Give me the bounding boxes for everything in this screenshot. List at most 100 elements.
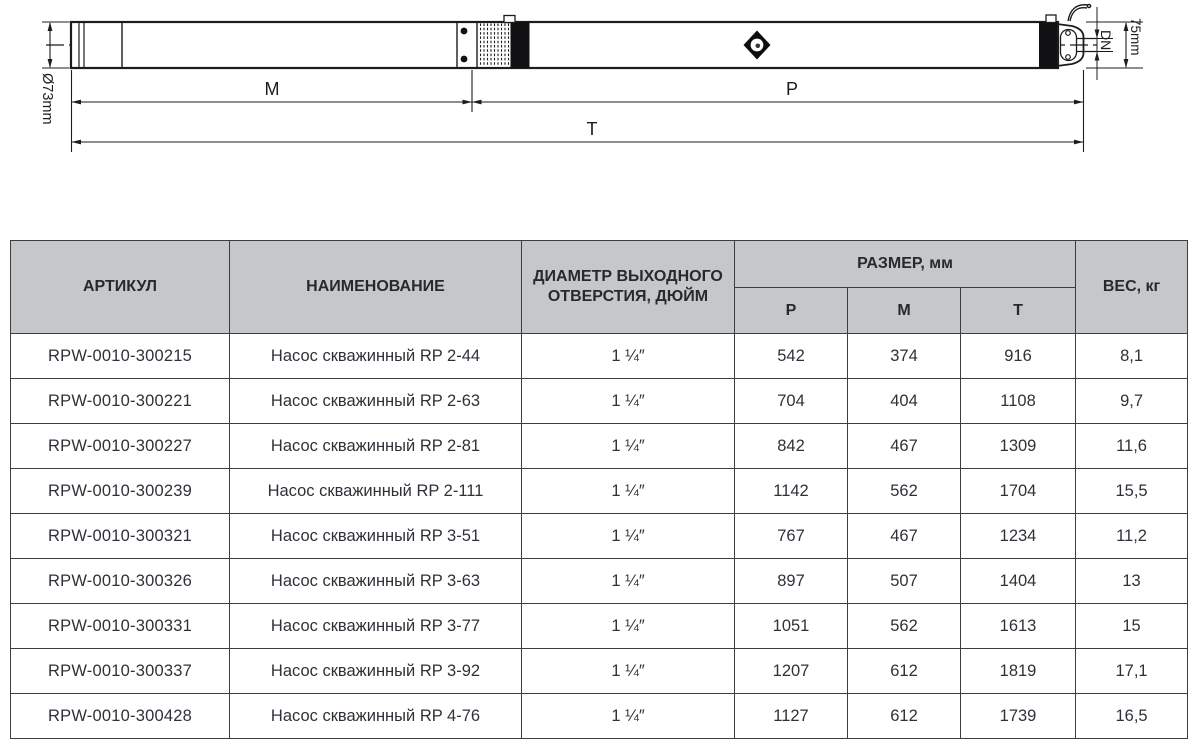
coupling-bolts [460,27,468,63]
header-size-p: P [734,287,848,334]
table-row: RPW-0010-300326 Насос скважинный RP 3-63… [10,558,1189,604]
cell-m: 562 [847,468,961,514]
cell-m: 374 [847,333,961,379]
header-weight: ВЕС, кг [1075,240,1189,334]
cell-article: RPW-0010-300331 [10,603,230,649]
table-row: RPW-0010-300221 Насос скважинный RP 2-63… [10,378,1189,424]
cell-weight: 17,1 [1075,648,1189,694]
cell-outlet: 1 ¼″ [521,423,735,469]
cell-name: Насос скважинный RP 2-44 [229,333,522,379]
table-row: RPW-0010-300331 Насос скважинный RP 3-77… [10,603,1189,649]
cable-guard [1067,3,1092,22]
cell-p: 842 [734,423,848,469]
cell-p: 704 [734,378,848,424]
cell-p: 1127 [734,693,848,739]
cell-outlet: 1 ¼″ [521,378,735,424]
cell-m: 404 [847,378,961,424]
dimension-lines [42,7,1143,152]
coupling-block [510,22,530,68]
cell-outlet: 1 ¼″ [521,558,735,604]
cell-name: Насос скважинный RP 3-51 [229,513,522,559]
table-row: RPW-0010-300321 Насос скважинный RP 3-51… [10,513,1189,559]
table-row: RPW-0010-300239 Насос скважинный RP 2-11… [10,468,1189,514]
header-name: НАИМЕНОВАНИЕ [229,240,522,334]
cell-t: 1234 [959,513,1077,559]
cell-m: 562 [847,603,961,649]
cell-m: 612 [847,693,961,739]
table-row: RPW-0010-300428 Насос скважинный RP 4-76… [10,693,1189,739]
table-row: RPW-0010-300227 Насос скважинный RP 2-81… [10,423,1189,469]
header-outlet-diameter: ДИАМЕТР ВЫХОДНОГО ОТВЕРСТИЯ, ДЮЙМ [521,240,735,334]
cell-p: 542 [734,333,848,379]
pump-spec-table: АРТИКУЛ НАИМЕНОВАНИЕ ДИАМЕТР ВЫХОДНОГО О… [10,240,1189,739]
cell-article: RPW-0010-300428 [10,693,230,739]
dim-label-diameter: Ø73mm [39,73,55,125]
cell-article: RPW-0010-300227 [10,423,230,469]
cell-outlet: 1 ¼″ [521,513,735,559]
cell-article: RPW-0010-300337 [10,648,230,694]
cell-t: 1613 [959,603,1077,649]
cell-name: Насос скважинный RP 4-76 [229,693,522,739]
pump-body [69,20,1060,70]
pump-technical-drawing: Ø73mm M P T DN 75mm [39,3,1143,152]
cell-outlet: 1 ¼″ [521,693,735,739]
cell-p: 1142 [734,468,848,514]
cell-t: 1819 [959,648,1077,694]
cell-m: 612 [847,648,961,694]
cell-p: 897 [734,558,848,604]
cell-t: 916 [959,333,1077,379]
suction-screen [479,23,510,67]
cell-t: 1404 [959,558,1077,604]
header-size-group: РАЗМЕР, мм [733,240,1077,288]
cell-outlet: 1 ¼″ [521,648,735,694]
discharge-tab [1045,14,1057,24]
cell-article: RPW-0010-300221 [10,378,230,424]
spec-table-section: АРТИКУЛ НАИМЕНОВАНИЕ ДИАМЕТР ВЫХОДНОГО О… [10,240,1189,739]
cell-weight: 15 [1075,603,1189,649]
cell-weight: 11,2 [1075,513,1189,559]
cell-m: 507 [847,558,961,604]
dim-label-p: P [786,79,798,99]
dim-label-outlet-height: 75mm [1128,18,1143,56]
cell-name: Насос скважинный RP 2-111 [229,468,522,514]
discharge-block [1039,22,1057,68]
cell-p: 767 [734,513,848,559]
cell-weight: 16,5 [1075,693,1189,739]
cell-weight: 8,1 [1075,333,1189,379]
dim-label-dn: DN [1098,30,1114,50]
dim-label-t: T [587,119,598,139]
table-body: RPW-0010-300215 Насос скважинный RP 2-44… [10,333,1189,739]
brand-logo [743,30,771,60]
cell-name: Насос скважинный RP 3-77 [229,603,522,649]
cell-t: 1309 [959,423,1077,469]
cell-weight: 11,6 [1075,423,1189,469]
cell-m: 467 [847,423,961,469]
header-size-m: M [847,287,961,334]
cell-p: 1051 [734,603,848,649]
dim-label-m: M [265,79,280,99]
table-header: АРТИКУЛ НАИМЕНОВАНИЕ ДИАМЕТР ВЫХОДНОГО О… [10,240,1189,334]
cell-article: RPW-0010-300215 [10,333,230,379]
cell-article: RPW-0010-300326 [10,558,230,604]
cell-weight: 9,7 [1075,378,1189,424]
table-row: RPW-0010-300337 Насос скважинный RP 3-92… [10,648,1189,694]
cell-name: Насос скважинный RP 3-63 [229,558,522,604]
cell-t: 1108 [959,378,1077,424]
header-article: АРТИКУЛ [10,240,230,334]
cell-outlet: 1 ¼″ [521,333,735,379]
cell-weight: 15,5 [1075,468,1189,514]
cell-p: 1207 [734,648,848,694]
cell-article: RPW-0010-300239 [10,468,230,514]
cell-name: Насос скважинный RP 2-81 [229,423,522,469]
cell-weight: 13 [1075,558,1189,604]
header-size-t: T [959,287,1077,334]
cell-name: Насос скважинный RP 2-63 [229,378,522,424]
cell-article: RPW-0010-300321 [10,513,230,559]
cell-m: 467 [847,513,961,559]
cell-name: Насос скважинный RP 3-92 [229,648,522,694]
cell-t: 1704 [959,468,1077,514]
table-row: RPW-0010-300215 Насос скважинный RP 2-44… [10,333,1189,379]
cell-outlet: 1 ¼″ [521,468,735,514]
cell-outlet: 1 ¼″ [521,603,735,649]
